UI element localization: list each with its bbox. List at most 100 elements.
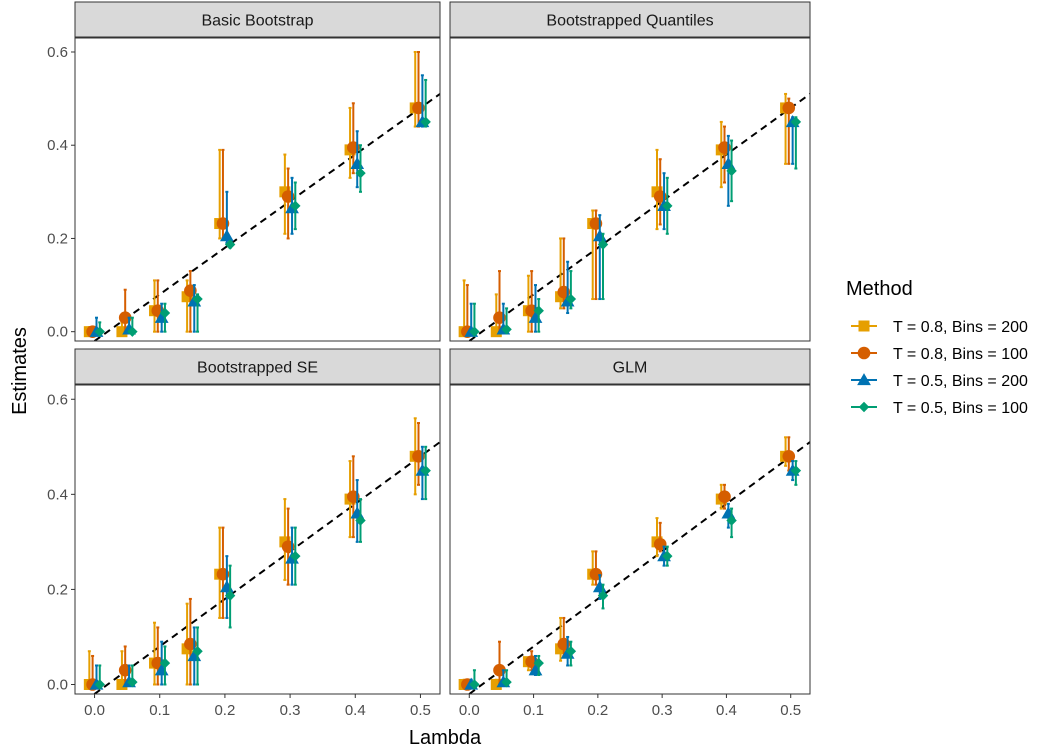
panel-basic-bootstrap: Basic Bootstrap 0.0 0.2 0.4 0.6	[47, 1, 441, 342]
y-tick-label: 0.6	[47, 391, 68, 408]
plot-area	[450, 385, 810, 694]
legend-item-t-0-8-bins-200: T = 0.8, Bins = 200	[851, 319, 1028, 336]
x-tick-label: 0.2	[587, 702, 608, 719]
data-point	[219, 229, 234, 242]
data-point	[782, 450, 796, 463]
legend-label: T = 0.8, Bins = 100	[893, 346, 1028, 363]
panel-border	[449, 37, 811, 342]
data-point	[501, 676, 512, 688]
data-point	[469, 326, 480, 337]
facet-strip	[74, 348, 441, 385]
data-point	[290, 550, 301, 562]
x-tick-label: 0.1	[149, 702, 170, 719]
panel-border	[74, 384, 441, 695]
legend-key-square	[858, 320, 870, 332]
data-point	[94, 679, 105, 690]
data-point	[726, 165, 737, 177]
data-point	[490, 678, 502, 690]
data-point	[192, 293, 203, 305]
plot-area	[75, 38, 440, 341]
panel-bootstrapped-se: Bootstrapped SE 0.0 0.2 0.4 0.6 0.0 0.1 0.2 0.3 0…	[47, 348, 441, 719]
data-point	[533, 657, 544, 669]
data-point	[290, 200, 301, 212]
data-point	[718, 490, 731, 504]
facet-title: GLM	[613, 360, 648, 377]
facet-strip	[74, 1, 441, 38]
legend-item-t-0-8-bins-100: T = 0.8, Bins = 100	[851, 346, 1028, 363]
data-point	[224, 590, 236, 601]
data-point	[159, 307, 171, 319]
x-tick-label: 0.2	[214, 702, 235, 719]
x-tick-label: 0.0	[84, 702, 105, 719]
data-point	[662, 550, 673, 562]
x-tick-label: 0.5	[780, 702, 801, 719]
y-tick-label: 0.0	[47, 324, 68, 341]
x-tick-label: 0.4	[716, 702, 737, 719]
y-tick-label: 0.2	[47, 230, 68, 247]
data-point	[181, 291, 193, 303]
data-point	[127, 326, 138, 337]
data-point	[533, 305, 544, 316]
panel-border	[449, 384, 811, 695]
facet-title: Bootstrapped Quantiles	[546, 13, 713, 30]
y-tick-label: 0.2	[47, 581, 68, 598]
facet-strip	[449, 348, 811, 385]
reference-line	[92, 441, 440, 694]
legend-label: T = 0.5, Bins = 100	[893, 400, 1028, 417]
data-point	[116, 678, 128, 690]
legend: Method T = 0.8, Bins = 200 T = 0.8, Bins …	[846, 278, 1028, 417]
data-point	[159, 657, 171, 669]
series-t-0-5-bins-100	[94, 78, 431, 337]
data-point	[597, 590, 609, 601]
plot-area	[75, 385, 440, 694]
data-point	[790, 116, 802, 128]
legend-key-diamond	[858, 401, 870, 413]
legend-item-t-0-5-bins-200: T = 0.5, Bins = 200	[851, 373, 1028, 390]
data-point	[597, 239, 609, 250]
x-tick-label: 0.3	[652, 702, 673, 719]
legend-title: Method	[846, 278, 913, 300]
panel-glm: GLM 0.0 0.1 0.2 0.3 0.4 0.5	[449, 348, 811, 719]
plot-area	[450, 38, 810, 341]
data-point	[469, 679, 480, 690]
reference-line	[467, 93, 810, 341]
legend-label: T = 0.5, Bins = 200	[893, 373, 1028, 390]
data-point	[127, 676, 138, 688]
series-t-0-5-bins-100	[94, 445, 431, 690]
y-tick-label: 0.4	[47, 137, 68, 154]
x-tick-label: 0.5	[410, 702, 431, 719]
x-tick-label: 0.0	[459, 702, 480, 719]
series-t-0-5-bins-100	[469, 460, 802, 690]
data-point	[782, 101, 796, 115]
data-point	[662, 200, 673, 212]
series-t-0-5-bins-100	[469, 116, 802, 337]
facet-title: Bootstrapped SE	[197, 360, 318, 377]
facet-strip	[449, 1, 811, 38]
data-point	[192, 645, 203, 657]
y-tick-label: 0.0	[47, 676, 68, 693]
y-axis-title: Estimates	[9, 327, 31, 415]
data-point	[116, 326, 128, 338]
legend-label: T = 0.8, Bins = 200	[893, 319, 1028, 336]
y-tick-label: 0.6	[47, 44, 68, 61]
x-tick-label: 0.3	[280, 702, 301, 719]
reference-line	[92, 93, 440, 341]
data-point	[420, 116, 431, 128]
data-point	[94, 326, 105, 337]
series-t-0-8-bins-100	[461, 97, 796, 338]
data-point	[420, 465, 431, 476]
x-axis-title: Lambda	[409, 727, 482, 749]
data-point	[565, 645, 577, 657]
legend-key-circle	[857, 346, 871, 360]
legend-item-t-0-5-bins-100: T = 0.5, Bins = 100	[851, 400, 1028, 417]
data-point	[224, 239, 236, 250]
data-point	[501, 324, 512, 335]
panels: Basic Bootstrap0.00.20.40.6Bootstrapped …	[47, 1, 811, 719]
x-tick-label: 0.4	[345, 702, 366, 719]
x-tick-label: 0.1	[523, 702, 544, 719]
data-point	[355, 167, 366, 179]
reference-line	[467, 441, 810, 694]
facet-title: Basic Bootstrap	[201, 13, 313, 30]
legend-key-triangle	[857, 373, 871, 386]
